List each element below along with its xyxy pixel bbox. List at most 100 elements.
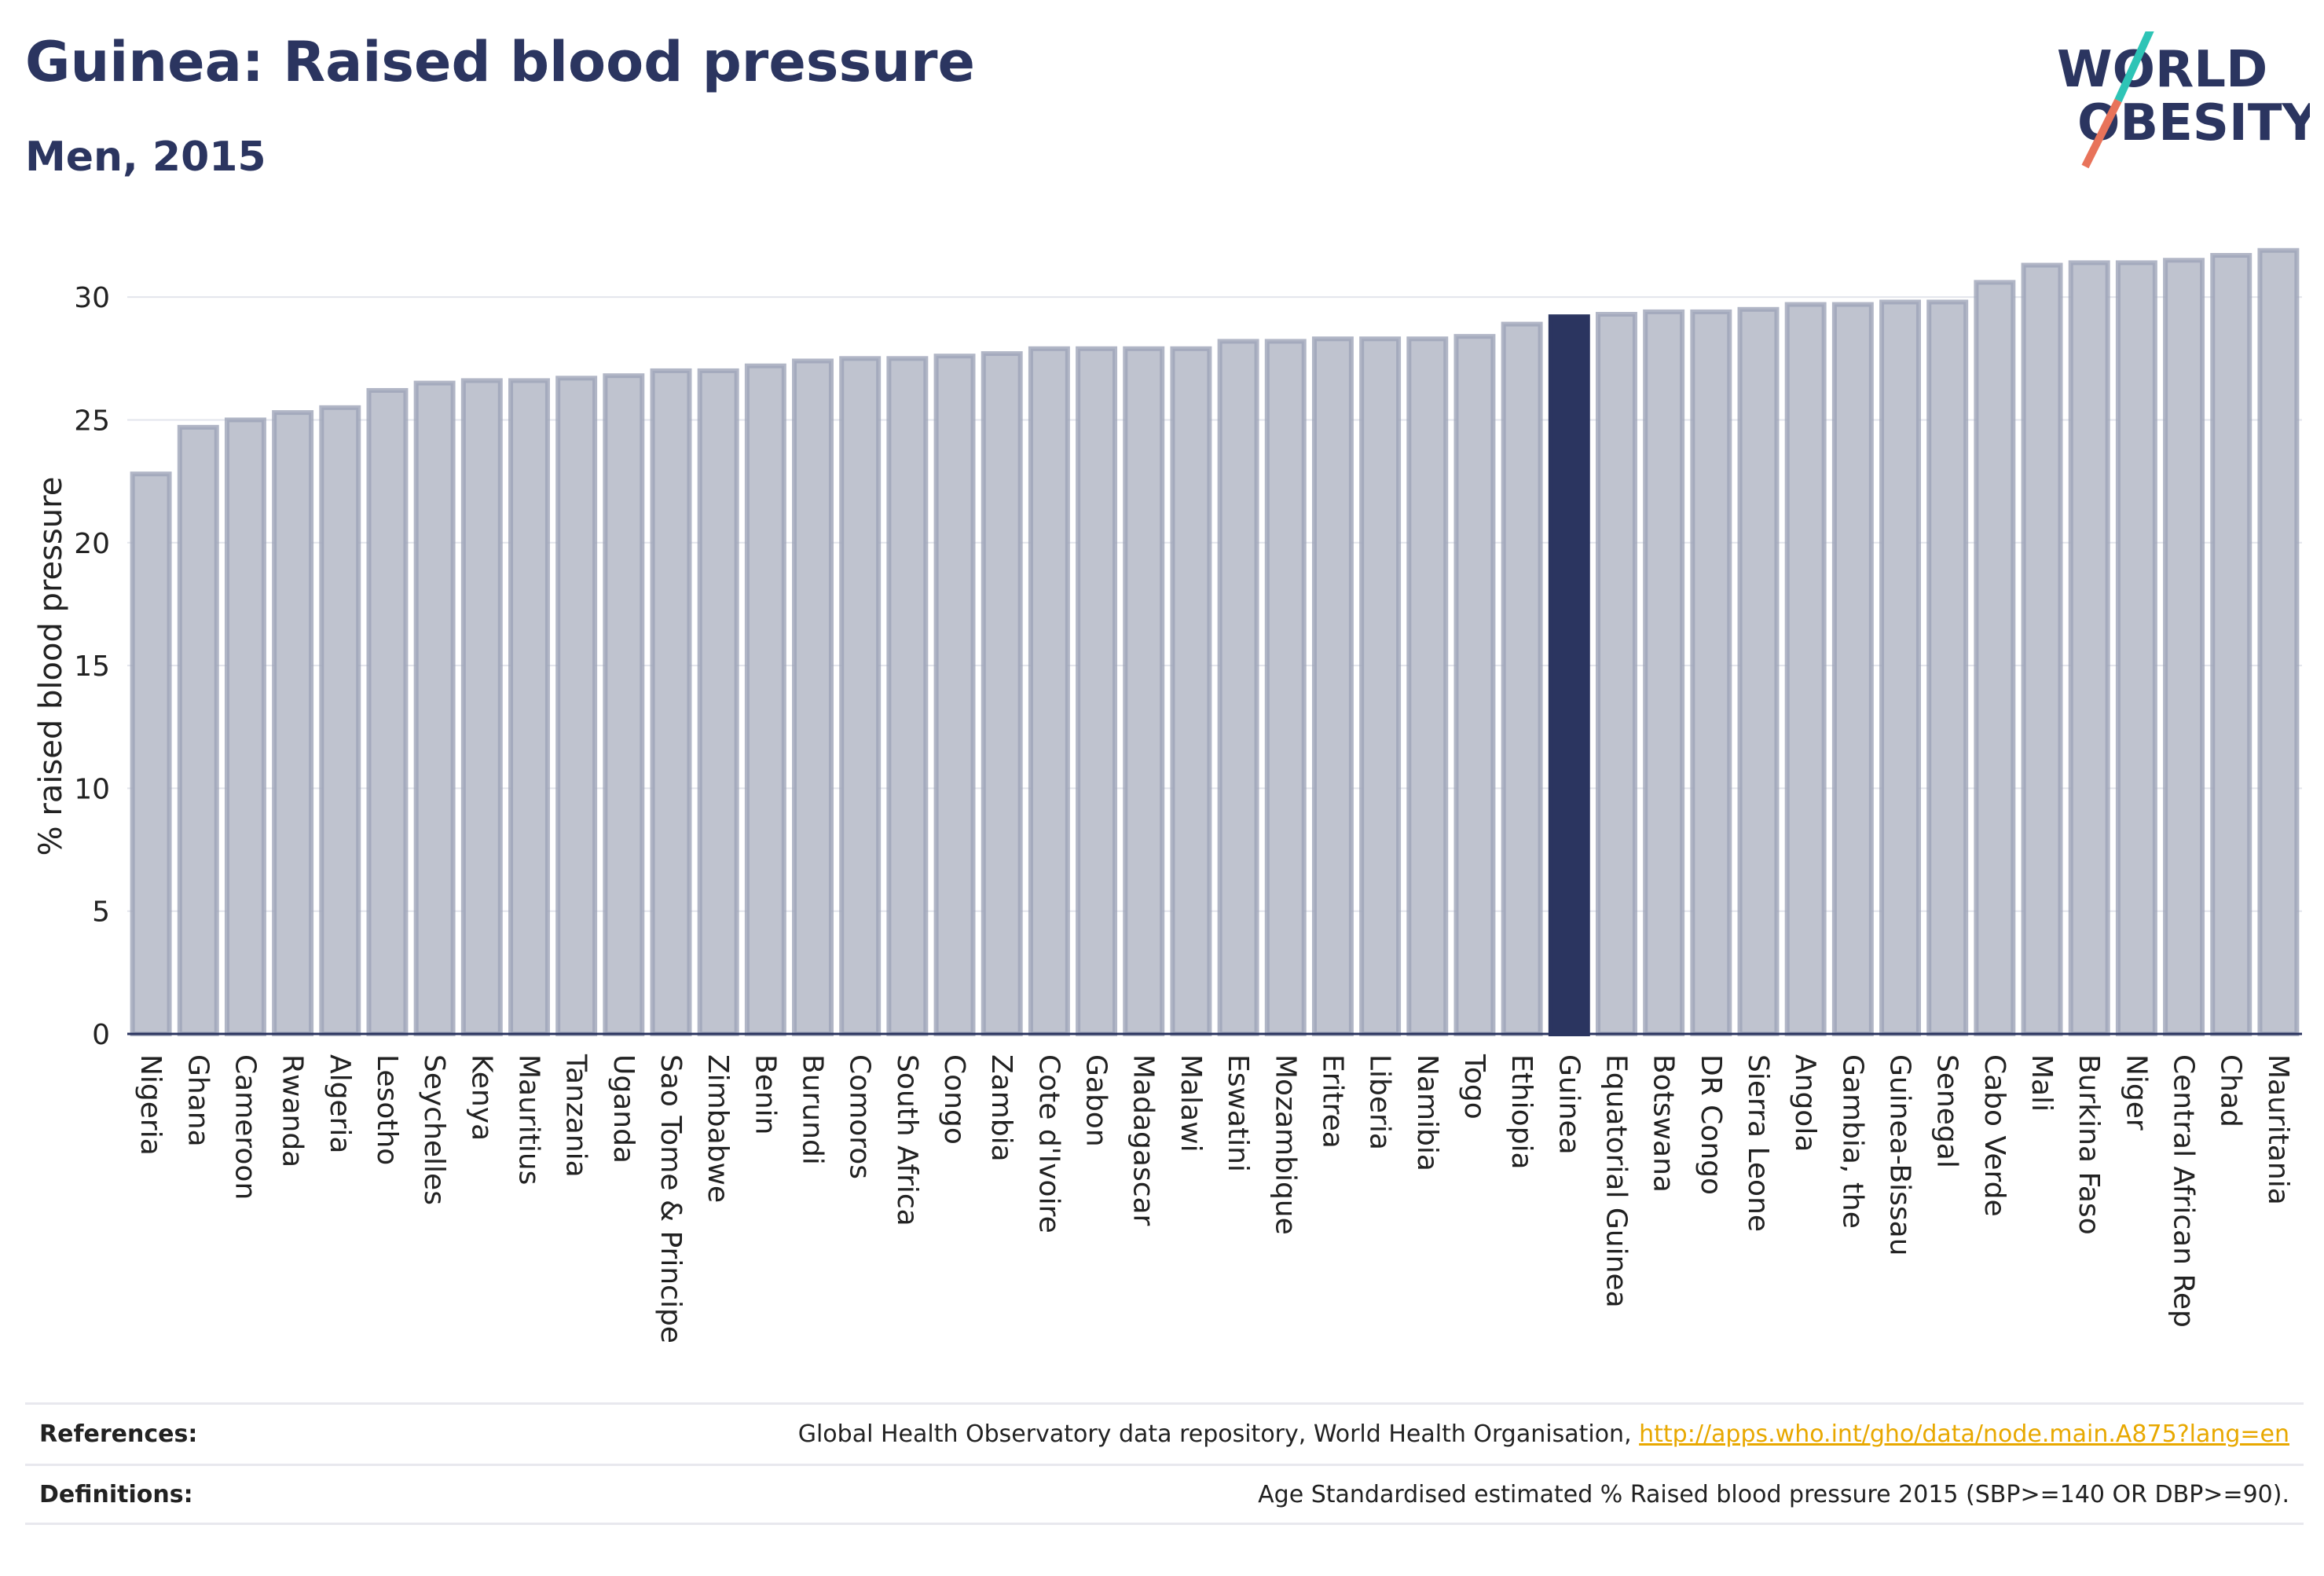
y-axis-label: % raised blood pressure <box>33 477 69 856</box>
bar-burundi <box>792 358 834 1036</box>
definitions-text: Age Standardised estimated % Raised bloo… <box>1258 1480 2289 1508</box>
x-tick-label: DR Congo <box>1695 1054 1727 1195</box>
bar-gambia-the <box>1831 302 1874 1037</box>
y-tick-label: 0 <box>92 1019 110 1051</box>
bar-sierra-leone <box>1737 306 1780 1036</box>
bar-chart: 0 5 10 15 20 25 30 Nigeria Ghana Cameroon Rwanda A… <box>33 247 2302 1343</box>
x-tick-label: Algeria <box>324 1054 356 1154</box>
x-tick-label: Mauritania <box>2262 1054 2294 1205</box>
x-tick-label: Seychelles <box>418 1054 450 1205</box>
references-link[interactable]: http://apps.who.int/gho/data/node.main.A… <box>1639 1420 2289 1448</box>
bar-south-africa <box>886 356 929 1036</box>
bar-cabo-verde <box>1974 280 2016 1036</box>
x-tick-label: Liberia <box>1364 1054 1396 1150</box>
y-tick-label: 5 <box>92 896 110 929</box>
x-tick-label: Togo <box>1458 1054 1490 1120</box>
y-tick-label: 10 <box>74 773 110 805</box>
bar-mozambique <box>1264 339 1307 1036</box>
bar-togo <box>1453 334 1496 1036</box>
x-tick-label: Eritrea <box>1316 1054 1348 1149</box>
y-tick-label: 15 <box>74 651 110 683</box>
bar-chad <box>2210 253 2253 1036</box>
x-tick-label: Cabo Verde <box>1978 1054 2011 1217</box>
x-tick-label: Central African Rep <box>2168 1054 2200 1328</box>
bar-zambia <box>981 351 1023 1037</box>
x-tick-label: Angola <box>1789 1054 1821 1152</box>
bar-guinea <box>1548 314 1590 1036</box>
bar-niger <box>2115 260 2157 1036</box>
x-tick-label: Senegal <box>1931 1054 1963 1168</box>
bar-central-african-rep <box>2163 258 2205 1036</box>
x-tick-label: Lesotho <box>371 1054 403 1165</box>
bar-ethiopia <box>1501 321 1543 1036</box>
footer-table: References: Global Health Observatory da… <box>25 1402 2304 1525</box>
x-tick-label: Cameroon <box>229 1054 261 1200</box>
bar-lesotho <box>366 387 409 1036</box>
references-row: References: Global Health Observatory da… <box>25 1402 2304 1464</box>
x-tick-label: Botswana <box>1648 1054 1680 1193</box>
x-tick-label: Gabon <box>1080 1054 1113 1147</box>
x-tick-label: Guinea <box>1552 1054 1585 1155</box>
x-tick-label: Benin <box>749 1054 781 1134</box>
x-tick-label: Sierra Leone <box>1742 1054 1774 1232</box>
logo-line-1: WORLD <box>2057 41 2267 99</box>
bar-equatorial-guinea <box>1596 312 1637 1036</box>
references-label: References: <box>39 1420 198 1448</box>
x-tick-label: South Africa <box>891 1054 923 1226</box>
x-tick-label: Cote d'Ivoire <box>1032 1054 1065 1233</box>
page-subtitle: Men, 2015 <box>25 134 266 181</box>
bar-mauritius <box>508 378 550 1037</box>
bar-kenya <box>460 378 503 1037</box>
bar-rwanda <box>272 410 314 1036</box>
y-tick-label: 20 <box>74 528 110 560</box>
bar-dr-congo <box>1690 309 1732 1036</box>
x-tick-label: Mauritius <box>512 1054 544 1185</box>
x-tick-label: Zambia <box>985 1054 1017 1162</box>
bar-algeria <box>319 405 361 1036</box>
x-tick-label: Rwanda <box>277 1054 309 1167</box>
y-tick-label: 30 <box>74 282 110 314</box>
bar-mauritania <box>2257 247 2300 1037</box>
bar-tanzania <box>555 376 598 1037</box>
x-tick-label: Guinea-Bissau <box>1884 1054 1916 1256</box>
definitions-row: Definitions: Age Standardised estimated … <box>25 1464 2304 1525</box>
bar-congo <box>933 354 976 1037</box>
x-tick-label: Sao Tome & Principe <box>654 1054 687 1343</box>
x-tick-label: Niger <box>2120 1054 2152 1131</box>
x-tick-label: Chad <box>2215 1054 2247 1127</box>
bar-eritrea <box>1311 336 1354 1036</box>
x-tick-label: Gambia, the <box>1836 1054 1868 1229</box>
x-tick-label: Madagascar <box>1127 1054 1160 1226</box>
x-tick-label: Equatorial Guinea <box>1600 1054 1632 1308</box>
bar-nigeria <box>130 471 172 1036</box>
bar-cote-d-ivoire <box>1028 346 1070 1036</box>
bar-botswana <box>1643 309 1685 1036</box>
x-tick-label: Namibia <box>1411 1054 1443 1171</box>
logo-slash-coral <box>2081 98 2122 169</box>
x-tick-label: Ethiopia <box>1505 1054 1538 1170</box>
bar-burkina-faso <box>2068 260 2110 1036</box>
logo-slash-teal <box>2114 31 2154 103</box>
bar-madagascar <box>1123 346 1165 1036</box>
bar-zimbabwe <box>697 368 739 1036</box>
world-obesity-logo: WORLD OBESITY <box>2057 31 2310 169</box>
x-tick-label: Congo <box>938 1054 970 1145</box>
x-tick-label: Tanzania <box>560 1054 592 1178</box>
x-tick-label: Uganda <box>607 1054 640 1164</box>
bar-uganda <box>603 373 645 1036</box>
x-tick-label: Malawi <box>1175 1054 1207 1153</box>
x-tick-label: Mali <box>2025 1054 2058 1112</box>
bar-gabon <box>1076 346 1118 1036</box>
x-axis-labels: Nigeria Ghana Cameroon Rwanda Algeria Lesotho… <box>134 1054 2294 1343</box>
y-axis-ticks: 0 5 10 15 20 25 30 <box>74 282 110 1051</box>
references-value: Global Health Observatory data repositor… <box>798 1420 2289 1448</box>
bar-malawi <box>1170 346 1212 1036</box>
x-tick-label: Eswatini <box>1222 1054 1254 1172</box>
bar-sao-tome-principe <box>650 368 692 1036</box>
y-tick-label: 25 <box>74 405 110 437</box>
definitions-label: Definitions: <box>39 1480 193 1508</box>
x-tick-label: Nigeria <box>134 1054 167 1156</box>
x-tick-label: Burundi <box>797 1054 829 1165</box>
bar-namibia <box>1406 336 1449 1036</box>
bar-ghana <box>177 424 219 1036</box>
